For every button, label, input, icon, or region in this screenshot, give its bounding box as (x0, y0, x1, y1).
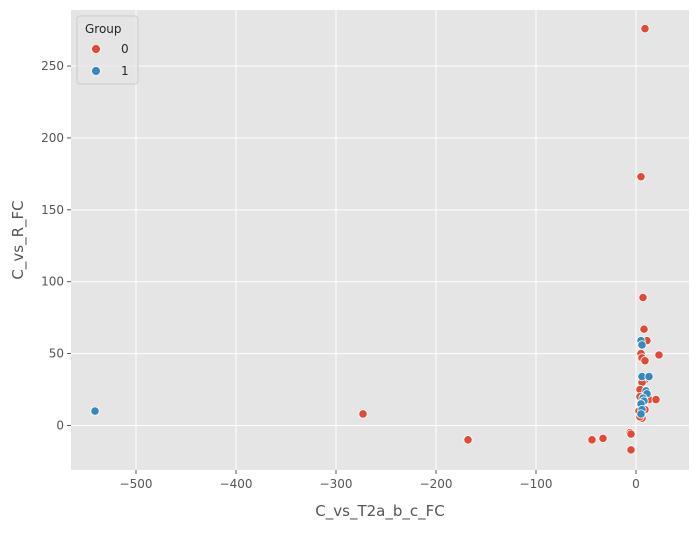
data-point-group-0 (638, 292, 648, 303)
x-tick-label: −400 (220, 477, 253, 491)
y-tick-label: 100 (41, 275, 64, 289)
legend: Group 01 (76, 15, 139, 85)
y-tick-label: 0 (56, 418, 64, 432)
legend-marker-0 (91, 44, 101, 54)
data-point-group-1 (644, 371, 654, 382)
data-point-group-0 (639, 324, 649, 334)
data-point-group-0 (598, 433, 608, 443)
data-point-group-1 (637, 340, 647, 350)
data-point-group-0 (640, 356, 650, 366)
legend-label-1: 1 (121, 64, 129, 78)
data-point-group-1 (636, 409, 646, 419)
x-tick-label: −500 (120, 477, 153, 491)
y-tick-label: 250 (41, 59, 64, 73)
y-tick-label: 200 (41, 131, 64, 145)
data-point-group-1 (90, 406, 100, 416)
data-point-group-0 (358, 409, 368, 419)
x-tick-label: −300 (320, 477, 353, 491)
data-point-group-0 (587, 435, 597, 445)
y-tick-label: 50 (49, 347, 64, 361)
data-points (90, 24, 664, 455)
legend-title: Group (85, 22, 122, 36)
data-point-group-0 (463, 435, 473, 445)
data-point-group-0 (626, 445, 636, 455)
legend-label-0: 0 (121, 42, 129, 56)
data-point-group-0 (626, 429, 636, 439)
gridlines (71, 10, 689, 470)
plot-area (71, 10, 689, 470)
data-point-group-0 (654, 350, 664, 360)
x-axis-label: C_vs_T2a_b_c_FC (315, 502, 444, 521)
data-point-group-0 (636, 172, 646, 182)
y-axis-label: C_vs_R_FC (9, 200, 28, 279)
axis-ticks: −500 −400 −300 −200 −100 0 0 50 100 150 200 250 (41, 59, 640, 491)
legend-box (76, 15, 139, 85)
data-point-group-0 (651, 394, 661, 405)
data-point-group-0 (640, 24, 650, 34)
x-tick-label: 0 (632, 477, 640, 491)
legend-marker-1 (91, 66, 101, 76)
x-tick-label: −200 (420, 477, 453, 491)
legend-entries: 01 (91, 42, 129, 78)
x-tick-label: −100 (520, 477, 553, 491)
y-tick-label: 150 (41, 203, 64, 217)
